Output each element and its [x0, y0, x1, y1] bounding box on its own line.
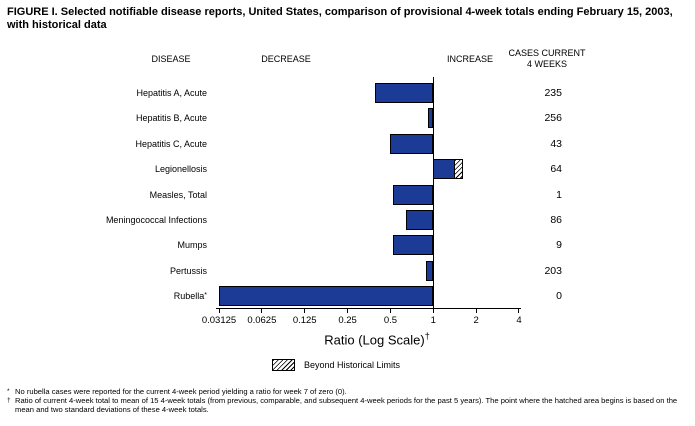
x-axis-tick — [518, 308, 520, 313]
x-axis-tick — [218, 308, 220, 313]
disease-label: Hepatitis A, Acute — [136, 88, 207, 98]
legend-label: Beyond Historical Limits — [304, 360, 401, 370]
disease-label: Meningococcal Infections — [105, 215, 207, 225]
footnotes: * No rubella cases were reported for the… — [7, 387, 688, 415]
column-header-increase: INCREASE — [446, 54, 493, 64]
footnote-dagger-marker: † — [7, 396, 11, 404]
disease-label: Rubella * — [173, 291, 207, 302]
disease-label: Mumps — [177, 240, 207, 251]
cases-current-value: 1 — [556, 188, 562, 201]
x-axis-title-dagger: † — [424, 331, 430, 341]
disease-label: Hepatitis C, Acute — [135, 138, 207, 149]
x-axis-title: Ratio (Log Scale)† — [227, 331, 527, 347]
column-header-cases-line2: 4 WEEKS — [526, 59, 567, 69]
ratio-bar — [405, 210, 434, 230]
cases-current-value: 0 — [556, 290, 562, 303]
disease-label: Measles, Total — [149, 189, 207, 200]
x-axis-tick — [432, 308, 434, 313]
x-axis-tick — [347, 308, 349, 313]
column-header-cases-line1: CASES CURRENT — [508, 48, 586, 58]
x-axis-tick-label: 4 — [516, 315, 522, 326]
cases-current-value: 256 — [544, 112, 562, 125]
cases-current-value: 43 — [550, 137, 562, 150]
x-axis-tick-label: 1 — [430, 315, 436, 326]
ratio-bar — [219, 286, 434, 307]
x-axis-line — [216, 308, 521, 309]
beyond-historical-limits-swatch — [272, 359, 295, 371]
column-header-decrease: DECREASE — [261, 54, 311, 64]
ratio-bar — [390, 133, 434, 154]
x-axis-tick-label: 0.25 — [338, 315, 357, 326]
x-axis-tick-label: 2 — [473, 315, 479, 326]
cases-current-value: 9 — [556, 239, 562, 252]
beyond-historical-limits-segment — [454, 159, 464, 180]
disease-label: Pertussis — [169, 265, 207, 276]
x-axis-tick — [304, 308, 306, 313]
x-axis-tick-label: 0.0625 — [247, 315, 277, 326]
x-axis-tick — [261, 308, 263, 313]
footnote-ratio: † Ratio of current 4-week total to mean … — [7, 395, 688, 415]
disease-label: Legionellosis — [154, 164, 207, 175]
figure-title: FIGURE I. Selected notifiable disease re… — [7, 6, 683, 32]
column-header-cases: CASES CURRENT 4 WEEKS — [492, 48, 602, 70]
ratio-bar — [426, 260, 434, 281]
x-axis-tick — [389, 308, 391, 313]
cases-current-value: 86 — [550, 214, 562, 226]
ratio-bar — [428, 108, 434, 129]
column-header-disease: DISEASE — [151, 54, 191, 64]
ratio-bar — [392, 184, 434, 205]
x-axis-title-text: Ratio (Log Scale) — [324, 332, 425, 348]
footnote-rubella-text: No rubella cases were reported for the c… — [15, 387, 347, 396]
legend: Beyond Historical Limits — [272, 359, 400, 371]
ratio-one-reference-line — [432, 77, 434, 309]
cases-current-value: 203 — [544, 264, 562, 277]
cases-current-value: 235 — [544, 87, 562, 99]
figure-title-line2: with historical data — [7, 19, 107, 31]
footnote-asterisk-marker: * — [7, 388, 10, 395]
disease-label: Hepatitis B, Acute — [135, 113, 207, 124]
ratio-bar — [375, 83, 434, 103]
ratio-bar — [433, 159, 464, 180]
figure-title-line1: FIGURE I. Selected notifiable disease re… — [7, 6, 673, 18]
footnote-rubella: * No rubella cases were reported for the… — [7, 387, 688, 397]
x-axis-tick-label: 0.03125 — [201, 315, 237, 326]
x-axis-tick-label: 0.5 — [383, 315, 398, 326]
ratio-bar — [392, 235, 434, 256]
footnote-ratio-text: Ratio of current 4-week total to mean of… — [15, 395, 678, 414]
x-axis-tick-label: 0.125 — [292, 315, 317, 326]
x-axis-tick — [475, 308, 477, 313]
cases-current-value: 64 — [550, 163, 562, 176]
